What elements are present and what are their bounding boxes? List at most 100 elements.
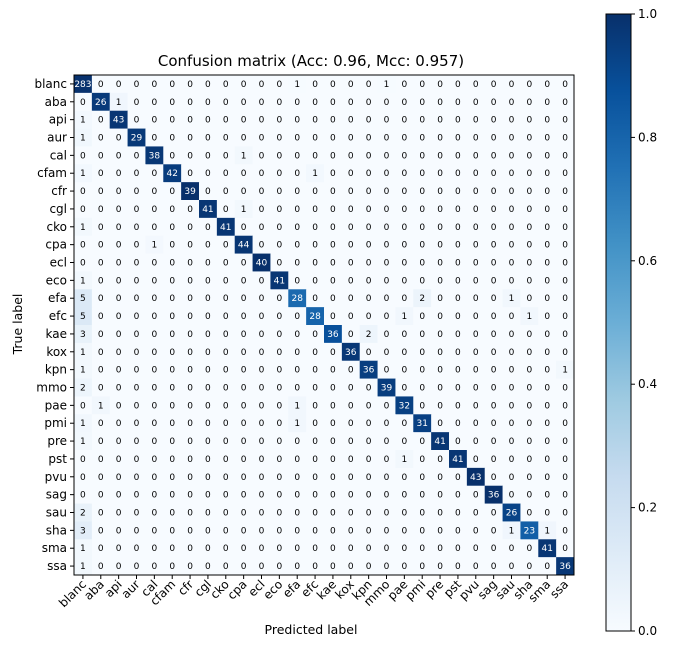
cell-value-label: 0 <box>187 98 193 108</box>
cell-value-label: 1 <box>401 455 407 465</box>
cell-value-label: 0 <box>294 223 300 233</box>
matrix-cell <box>306 450 325 469</box>
cell-value-label: 0 <box>294 205 300 215</box>
cell-value-label: 0 <box>241 509 247 519</box>
matrix-cell <box>199 235 218 254</box>
matrix-cell <box>252 378 271 397</box>
matrix-cell <box>163 164 182 183</box>
matrix-cell <box>288 110 307 129</box>
cell-value-label: 0 <box>509 169 515 179</box>
matrix-cell <box>216 128 236 147</box>
matrix-cell <box>466 307 486 326</box>
matrix-cell <box>324 75 343 94</box>
matrix-cell <box>288 128 307 147</box>
matrix-cell <box>306 325 325 344</box>
matrix-cell <box>556 235 575 254</box>
matrix-cell <box>145 378 164 397</box>
cell-value-label: 1 <box>80 348 86 358</box>
matrix-cell <box>359 289 378 308</box>
matrix-cell <box>199 75 218 94</box>
cell-value-label: 0 <box>384 544 390 554</box>
cell-value-label: 0 <box>294 562 300 572</box>
matrix-cell <box>324 450 343 469</box>
cell-value-label: 0 <box>98 205 104 215</box>
matrix-cell <box>395 146 414 165</box>
matrix-cell <box>359 342 378 362</box>
matrix-cell <box>74 521 93 540</box>
matrix-cell <box>502 235 521 254</box>
matrix-cell <box>413 396 432 415</box>
matrix-cell <box>449 200 468 219</box>
cell-value-label: 0 <box>401 169 407 179</box>
matrix-cell <box>216 467 236 487</box>
matrix-cell <box>413 235 432 254</box>
matrix-cell <box>74 200 93 219</box>
cell-value-label: 0 <box>116 187 122 197</box>
cell-value-label: 0 <box>437 526 443 536</box>
matrix-cell <box>288 342 307 362</box>
cell-value-label: 0 <box>98 437 104 447</box>
cell-value-label: 0 <box>312 134 318 144</box>
cell-value-label: 0 <box>116 509 122 519</box>
cell-value-label: 0 <box>366 205 372 215</box>
cell-value-label: 1 <box>526 312 532 322</box>
matrix-cell <box>377 503 396 522</box>
cell-value-label: 0 <box>509 348 515 358</box>
cell-value-label: 0 <box>134 151 140 161</box>
matrix-cell <box>216 182 236 201</box>
cell-value-label: 1 <box>294 80 300 90</box>
matrix-cell <box>484 146 503 165</box>
cell-value-label: 0 <box>330 98 336 108</box>
matrix-cell <box>413 271 432 290</box>
cell-value-label: 0 <box>562 98 568 108</box>
cell-value-label: 0 <box>241 169 247 179</box>
cell-value-label: 5 <box>80 312 86 322</box>
cell-value-label: 0 <box>151 509 157 519</box>
cell-value-label: 0 <box>312 241 318 251</box>
matrix-cell <box>270 253 289 272</box>
matrix-cell <box>359 432 378 451</box>
cell-value-label: 0 <box>312 276 318 286</box>
cell-value-label: 0 <box>116 223 122 233</box>
matrix-cell <box>359 217 378 237</box>
matrix-cell <box>127 360 146 379</box>
cell-value-label: 0 <box>366 384 372 394</box>
cell-value-label: 0 <box>169 80 175 90</box>
matrix-cell <box>324 557 343 576</box>
cell-value-label: 0 <box>259 366 265 376</box>
cell-value-label: 0 <box>419 348 425 358</box>
cell-value-label: 0 <box>330 437 336 447</box>
matrix-cell <box>163 521 182 540</box>
cell-value-label: 0 <box>241 187 247 197</box>
cell-value-label: 0 <box>116 473 122 483</box>
matrix-cell <box>341 521 361 540</box>
cell-value-label: 0 <box>205 223 211 233</box>
matrix-cell <box>91 200 111 219</box>
matrix-cell <box>324 539 343 558</box>
matrix-cell <box>91 467 111 487</box>
cell-value-label: 1 <box>562 366 568 376</box>
matrix-cell <box>538 271 557 290</box>
matrix-cell <box>91 128 111 147</box>
cell-value-label: 0 <box>348 401 354 411</box>
cell-value-label: 0 <box>98 294 104 304</box>
cell-value-label: 0 <box>223 116 229 126</box>
matrix-cell <box>359 485 378 504</box>
cell-value-label: 0 <box>276 241 282 251</box>
cell-value-label: 0 <box>366 491 372 501</box>
cell-value-label: 0 <box>187 455 193 465</box>
matrix-cell <box>520 325 539 344</box>
cell-value-label: 0 <box>544 437 550 447</box>
cell-value-label: 0 <box>455 473 461 483</box>
cell-value-label: 0 <box>348 455 354 465</box>
matrix-cell <box>270 539 289 558</box>
cell-value-label: 0 <box>312 437 318 447</box>
matrix-cell <box>520 75 539 94</box>
matrix-cell <box>163 92 182 112</box>
matrix-cell <box>181 235 200 254</box>
matrix-cell <box>556 146 575 165</box>
cell-value-label: 0 <box>330 151 336 161</box>
cell-value-label: 0 <box>562 544 568 554</box>
cell-value-label: 0 <box>294 259 300 269</box>
cell-value-label: 0 <box>151 205 157 215</box>
